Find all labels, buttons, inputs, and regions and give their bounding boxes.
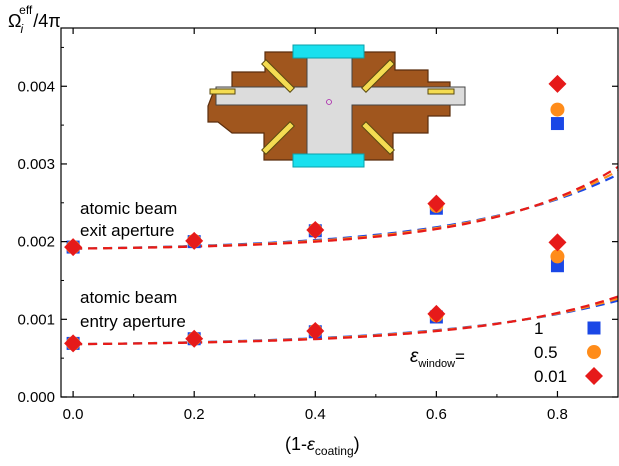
cloud-marker [326, 99, 332, 105]
legend-label-2: 0.5 [534, 343, 558, 362]
marker-exit-diamond [427, 194, 446, 213]
legend-title-sym: ε [410, 346, 419, 367]
x-axis-title-post: ) [354, 434, 360, 454]
x-tick-label: 0.0 [63, 406, 84, 423]
legend-title: εwindow= [410, 346, 465, 370]
marker-exit-square [550, 117, 564, 131]
x-axis-title-sub: coating [315, 444, 354, 458]
y-axis-title: Ωi eff/4π [8, 3, 61, 36]
x-tick-label: 0.8 [547, 406, 568, 423]
bottom-window [292, 153, 365, 168]
annotation-entry: atomic beam entry aperture [80, 288, 186, 331]
x-tick-label: 0.2 [184, 406, 205, 423]
axis-ticks: 0.0 0.2 0.4 0.6 0.8 0.000 0.001 0.002 0.003 0.004 [17, 28, 619, 423]
legend-marker-circle [587, 345, 601, 359]
legend-markers [585, 321, 603, 385]
x-tick-label: 0.4 [305, 406, 326, 423]
top-window [292, 44, 365, 59]
marker-entry-diamond [427, 304, 446, 323]
marker-entry-diamond [306, 321, 325, 340]
apparatus-inset [207, 44, 466, 168]
marker-entry-diamond [64, 334, 83, 353]
marker-exit-diamond [306, 220, 325, 239]
annotation-exit-line2: exit aperture [80, 221, 175, 240]
legend-label-1: 1 [534, 319, 543, 338]
legend-title-sub: window [417, 358, 455, 370]
plot-frame [60, 27, 619, 398]
annotation-exit: atomic beam exit aperture [80, 199, 182, 240]
detector-tubes [209, 59, 455, 155]
y-tick-label: 0.001 [17, 311, 55, 328]
fit-curves [73, 165, 618, 346]
marker-exit-diamond [185, 231, 204, 250]
y-tick-label: 0.003 [17, 156, 55, 173]
fit-curve-entry-0.01 [73, 295, 618, 346]
marker-exit-diamond [64, 238, 83, 257]
x-axis-title: (1-εcoating) [285, 434, 360, 458]
annotation-entry-line1: atomic beam [80, 288, 177, 307]
legend-marker-diamond [585, 367, 603, 385]
legend-label-3: 0.01 [534, 367, 567, 386]
y-axis-title-sup: eff [19, 3, 33, 17]
legend-marker-square [587, 321, 601, 335]
legend: εwindow= 1 0.5 0.01 [410, 319, 603, 386]
y-axis-title-sub: i [20, 22, 23, 36]
y-axis-title-main: Ω [8, 11, 21, 31]
y-tick-label: 0.002 [17, 234, 55, 251]
legend-title-eq: = [455, 347, 465, 366]
marker-exit-diamond [548, 74, 567, 93]
marker-entry-diamond [185, 329, 204, 348]
marker-entry-circle [550, 249, 565, 264]
y-tick-label: 0.000 [17, 389, 55, 406]
y-tick-label: 0.004 [17, 78, 55, 95]
x-axis-title-pre: (1- [285, 434, 307, 454]
marker-exit-circle [550, 102, 565, 117]
y-axis-title-rest: /4π [33, 11, 60, 31]
annotation-exit-line1: atomic beam [80, 199, 177, 218]
data-markers [64, 74, 567, 353]
x-axis-title-sym: ε [307, 434, 316, 454]
marker-entry-diamond [548, 233, 567, 252]
annotation-entry-line2: entry aperture [80, 312, 186, 331]
x-tick-label: 0.6 [426, 406, 447, 423]
fit-curve-exit-0.01 [73, 165, 618, 250]
